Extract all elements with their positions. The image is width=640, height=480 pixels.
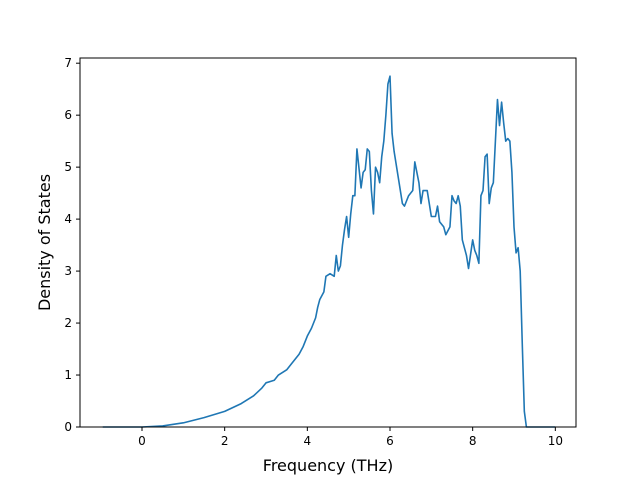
y-axis-label: Density of States [35, 174, 54, 311]
x-tick-label: 10 [548, 434, 563, 448]
y-tick-label: 3 [64, 264, 72, 278]
y-tick-label: 0 [64, 420, 72, 434]
y-tick-label: 6 [64, 108, 72, 122]
y-tick-label: 4 [64, 212, 72, 226]
x-tick-label: 2 [221, 434, 229, 448]
x-tick-label: 6 [386, 434, 394, 448]
x-tick-label: 8 [469, 434, 477, 448]
y-tick-label: 2 [64, 316, 72, 330]
y-tick-label: 7 [64, 56, 72, 70]
dos-series-line [102, 75, 556, 428]
x-axis-ticks: 0 2 4 6 8 10 [138, 427, 563, 448]
axes-frame [79, 57, 577, 428]
x-tick-label: 4 [304, 434, 312, 448]
x-tick-label: 0 [138, 434, 146, 448]
y-tick-label: 5 [64, 160, 72, 174]
x-axis-label: Frequency (THz) [263, 456, 393, 475]
y-tick-label: 1 [64, 368, 72, 382]
y-axis-ticks: 0 1 2 3 4 5 6 7 [64, 56, 80, 434]
plot-line-group [102, 75, 556, 428]
